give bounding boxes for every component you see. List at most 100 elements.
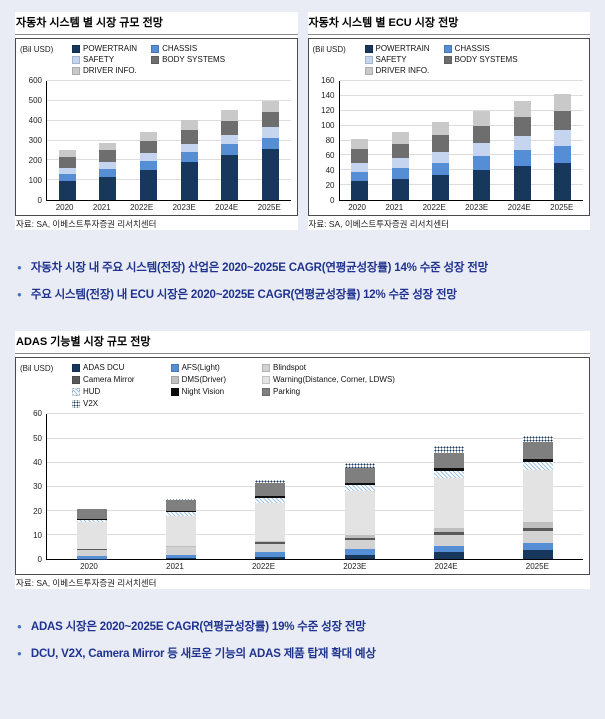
legend-item: SAFETY (364, 55, 430, 64)
legend-label: BODY SYSTEMS (454, 55, 518, 64)
legend-label: DRIVER INFO. (375, 66, 430, 75)
bar-segment (351, 139, 369, 150)
bar-segment (554, 145, 572, 163)
bullet-icon: ● (17, 649, 22, 659)
bar-segment (523, 531, 554, 544)
source-note: 자료: SA, 이베스트투자증권 리서치센터 (16, 219, 157, 229)
unit-label: (Bil USD) (20, 364, 54, 374)
y-tick-label: 0 (37, 196, 42, 205)
gridline (339, 169, 583, 171)
bar-segment (139, 131, 157, 141)
bullet-icon: ● (17, 289, 22, 299)
bar-segment (58, 174, 76, 182)
bar-segment (433, 478, 464, 528)
bar-segment (344, 482, 375, 485)
legend-label: Night Vision (181, 387, 225, 397)
bar-segment (76, 522, 107, 549)
gridline (339, 124, 583, 126)
bar-segment (433, 452, 464, 469)
bar-segment (523, 522, 554, 528)
chart-head: (Bil USD) ADAS DCU AFS(Light) Blindspot Cam… (20, 363, 583, 408)
x-tick-label: 2023E (465, 203, 489, 212)
bar-segment (221, 109, 239, 121)
legend-label: Warning(Distance, Corner, LDWS) (273, 375, 395, 385)
legend-item: BODY SYSTEMS (151, 55, 225, 64)
x-tick-label: 2024E (434, 562, 458, 572)
bar (432, 81, 450, 200)
unit-label: (Bil USD) (312, 45, 346, 54)
bar-segment (76, 518, 107, 521)
y-tick-label: 160 (321, 76, 335, 85)
plot-area: 0 10 20 30 40 50 60 (20, 410, 583, 564)
bar (513, 81, 531, 200)
x-tick-label: 2021 (166, 562, 184, 572)
bar-segment (58, 181, 76, 200)
gridline (47, 139, 291, 141)
bar (473, 81, 491, 200)
x-tick-label: 2023E (343, 562, 367, 572)
bar-segment (523, 527, 554, 532)
bar-segment (433, 532, 464, 536)
source-note: 자료: SA, 이베스트투자증권 리서치센터 (308, 219, 449, 229)
bar-segment (344, 539, 375, 550)
bar (255, 414, 286, 560)
legend-label: POWERTRAIN (375, 44, 430, 53)
chart-card-adas-market: ADAS 기능별 시장 규모 전망 (Bil USD) ADAS DCU AFS(… (15, 331, 590, 590)
x-tick-label: 2022E (422, 203, 446, 212)
top-charts-row: 자동차 시스템 별 시장 규모 전망 (Bil USD) POWERTRAIN C… (15, 12, 590, 230)
legend-label: Parking (273, 387, 301, 397)
legend-item: POWERTRAIN (72, 44, 137, 53)
legend-item: DRIVER INFO. (364, 66, 430, 75)
bar-segment (255, 483, 286, 497)
y-tick-label: 20 (325, 181, 335, 190)
legend: ADAS DCU AFS(Light) Blindspot Camera Mirror… (72, 363, 583, 408)
y-axis: 0 20 40 60 80 100 120 140 160 (313, 77, 339, 205)
legend-item: Parking (262, 387, 395, 396)
y-tick-label: 20 (33, 506, 42, 516)
plot-area: 0 100 200 300 400 500 600 (20, 77, 291, 205)
bar-segment (351, 171, 369, 182)
legend: POWERTRAIN CHASSIS SAFETY BODY SYSTEMS DRIVE… (364, 44, 584, 75)
bar-segment (344, 554, 375, 560)
bar-segment (523, 442, 554, 460)
legend-swatch-icon (170, 363, 179, 372)
y-tick-label: 60 (33, 409, 42, 419)
bar-segment (432, 121, 450, 136)
gridline (47, 99, 291, 101)
bar-segment (554, 93, 572, 111)
bar-segment (433, 468, 464, 471)
bar (344, 414, 375, 560)
bar-segment (344, 484, 375, 492)
gridline (339, 139, 583, 141)
gridline (47, 485, 583, 487)
x-tick-label: 2022E (130, 203, 154, 212)
bar-segment (139, 161, 157, 171)
x-labels: 2020 2021 2022E 2023E 2024E 2025E (339, 203, 584, 212)
legend-label: Camera Mirror (83, 375, 135, 385)
bar-segment (139, 140, 157, 154)
report-page: 자동차 시스템 별 시장 규모 전망 (Bil USD) POWERTRAIN C… (15, 12, 590, 661)
legend-label: DRIVER INFO. (83, 66, 137, 75)
bar-segment (513, 136, 531, 151)
bar (554, 81, 572, 200)
bar-segment (99, 162, 117, 170)
legend-swatch-icon (72, 399, 80, 408)
bar-segment (344, 537, 375, 540)
bar (99, 81, 117, 200)
bullet-text: DCU, V2X, Camera Mirror 등 새로운 기능의 ADAS 제… (30, 648, 376, 661)
bar-segment (165, 515, 196, 546)
bar-segment (433, 445, 464, 453)
gridline (47, 534, 583, 536)
bar-segment (165, 554, 196, 559)
bar-segment (554, 110, 572, 131)
legend-swatch-icon (72, 363, 80, 372)
legend-swatch-icon (72, 66, 80, 75)
bar-segment (255, 552, 286, 557)
bar-segment (261, 149, 279, 200)
bar-segment (165, 547, 196, 555)
legend-swatch-icon (170, 375, 179, 384)
y-axis: 0 100 200 300 400 500 600 (20, 77, 46, 205)
legend-swatch-icon (364, 55, 373, 64)
bars (47, 81, 291, 200)
bar-segment (344, 491, 375, 535)
